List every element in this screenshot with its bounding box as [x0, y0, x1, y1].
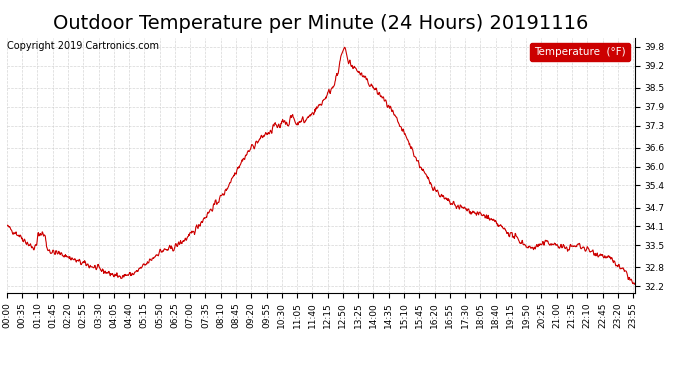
Temperature  (°F) [127, 272, 135, 277]
Line: Temperature  (°F): Temperature (°F) [7, 47, 635, 284]
Text: Copyright 2019 Cartronics.com: Copyright 2019 Cartronics.com [7, 41, 159, 51]
Temperature  (°F) [501, 227, 509, 231]
Legend: Temperature  (°F): Temperature (°F) [530, 43, 629, 61]
Title: Outdoor Temperature per Minute (24 Hours) 20191116: Outdoor Temperature per Minute (24 Hours… [53, 14, 589, 33]
Temperature  (°F) [142, 261, 150, 266]
Temperature  (°F) [3, 223, 11, 227]
Temperature  (°F) [419, 167, 427, 171]
Temperature  (°F) [631, 282, 639, 286]
Temperature  (°F) [556, 243, 564, 248]
Temperature  (°F) [213, 202, 221, 207]
Temperature  (°F) [340, 45, 348, 50]
